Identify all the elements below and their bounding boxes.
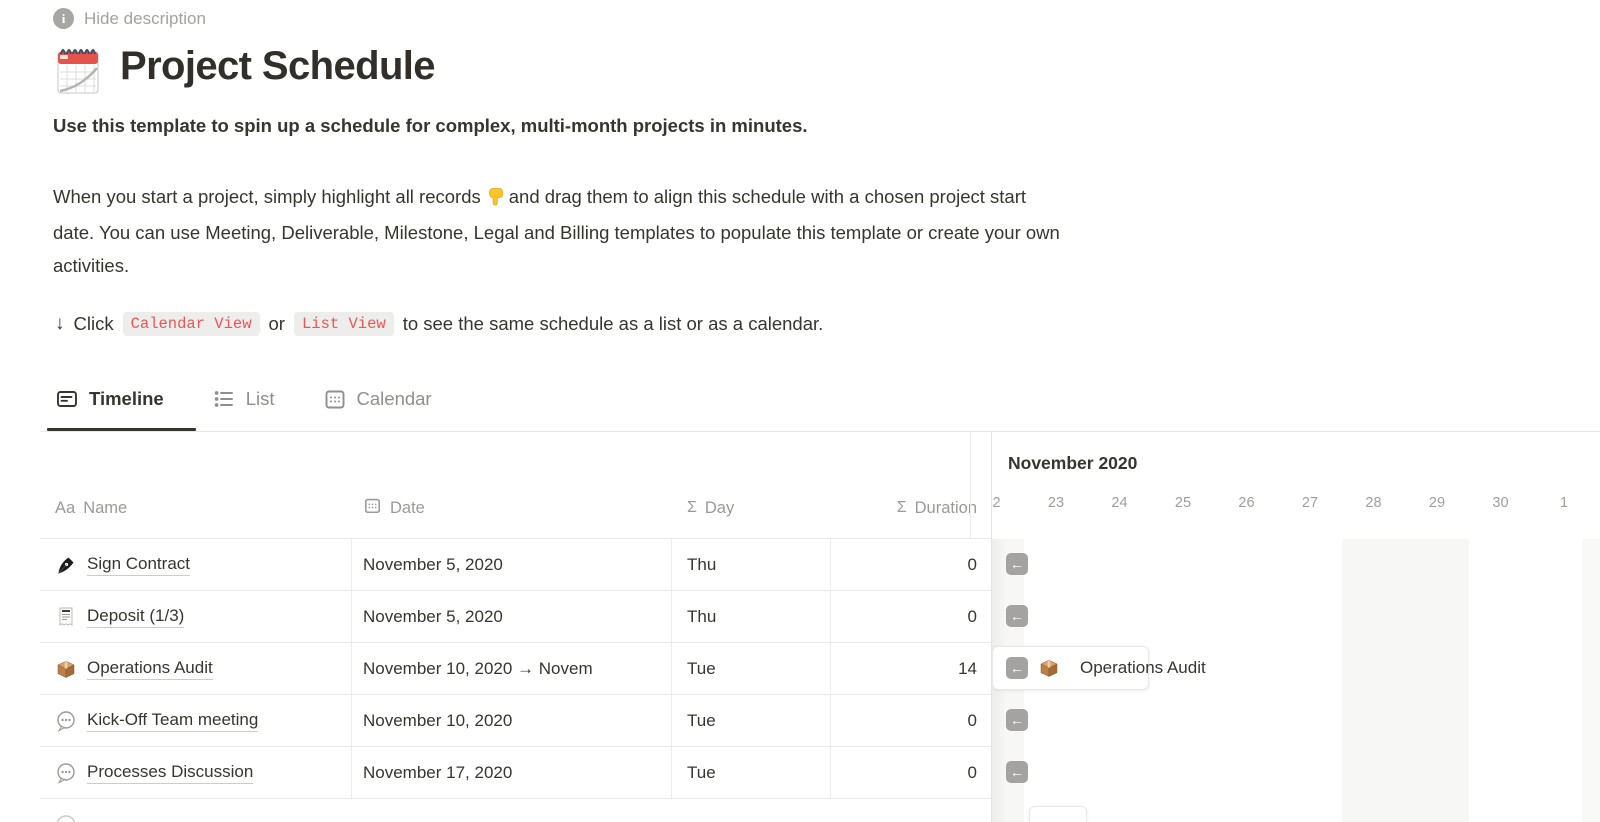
cta-line: ↓ Click Calendar View or List View to se… <box>55 312 823 336</box>
scroll-to-event-button[interactable]: ← <box>1006 709 1028 731</box>
day-number: 26 <box>1238 495 1255 511</box>
row-name-link[interactable]: Deposit (1/3) <box>87 606 185 628</box>
timeline-event-bar-partial[interactable] <box>1029 806 1087 822</box>
row-duration-cell: 0 <box>967 554 977 574</box>
table-row: Sign Contract November 5, 2020 Thu 0 <box>40 539 991 591</box>
column-header-day[interactable]: Σ Day <box>687 498 735 517</box>
day-number: 27 <box>1301 495 1319 511</box>
day-number: 29 <box>1428 495 1446 511</box>
active-tab-underline <box>47 428 196 431</box>
day-number: 28 <box>1365 495 1382 511</box>
hide-description-button[interactable]: i Hide description <box>53 8 206 29</box>
spiral-notepad-icon <box>51 42 105 101</box>
tab-calendar-label: Calendar <box>356 388 432 409</box>
list-view-link[interactable]: List View <box>293 312 394 336</box>
page-subtitle: Use this template to spin up a schedule … <box>53 115 808 136</box>
row-name-link[interactable]: Sign Contract <box>87 554 190 576</box>
row-duration-cell: 0 <box>967 606 977 626</box>
tab-list[interactable]: List <box>212 387 275 411</box>
row-name-link[interactable]: Processes Discussion <box>87 762 254 784</box>
cta-rest-text: to see the same schedule as a list or as… <box>402 313 824 334</box>
timeline-event-bar[interactable] <box>992 646 1149 690</box>
row-name-link[interactable]: Kick-Off Team meeting <box>87 710 259 732</box>
table-right-border <box>970 432 971 538</box>
package-icon <box>1038 657 1060 684</box>
speech-balloon-icon <box>55 814 77 822</box>
formula-property-icon: Σ <box>687 499 697 516</box>
table-row: Operations Audit November 10, 2020 → Nov… <box>40 643 991 695</box>
list-view-icon <box>212 387 236 411</box>
column-header-duration[interactable]: Σ Duration <box>896 498 977 517</box>
edge-band <box>1582 539 1600 822</box>
day-number: 24 <box>1111 495 1128 511</box>
row-duration-cell: 0 <box>967 762 977 782</box>
page-title: Project Schedule <box>120 44 436 88</box>
tab-list-label: List <box>245 388 275 409</box>
tabbar-divider <box>40 431 1600 432</box>
row-date-cell[interactable]: November 10, 2020 <box>352 695 672 746</box>
tab-calendar[interactable]: Calendar <box>323 387 432 411</box>
column-header-date[interactable]: Date <box>352 496 672 520</box>
paragraph-line-2: date. You can use Meeting, Deliverable, … <box>53 222 1060 243</box>
timeline-view-icon <box>55 387 79 411</box>
receipt-icon <box>55 606 77 628</box>
weekend-band <box>1341 539 1469 822</box>
timeline-pane-border <box>991 432 992 822</box>
date-property-icon <box>363 496 382 520</box>
row-day-cell: Tue <box>672 695 831 746</box>
table-row: Processes Discussion November 17, 2020 T… <box>40 747 991 799</box>
row-day-cell: Thu <box>672 591 831 642</box>
tab-timeline[interactable]: Timeline <box>55 387 164 411</box>
row-date-cell[interactable]: November 5, 2020 <box>352 591 672 642</box>
scroll-to-event-button[interactable]: ← <box>1006 761 1028 783</box>
speech-balloon-icon <box>55 762 77 784</box>
tab-timeline-label: Timeline <box>89 388 164 409</box>
table-row: Kick-Off Team meeting November 10, 2020 … <box>40 695 991 747</box>
paragraph-line-1: When you start a project, simply highlig… <box>53 180 1060 216</box>
package-icon <box>55 658 77 680</box>
row-name-link[interactable]: Operations Audit <box>87 658 213 680</box>
day-number: 30 <box>1492 495 1509 511</box>
paragraph-line-3: activities. <box>53 255 130 276</box>
timeline-event-label: Operations Audit <box>1080 658 1206 677</box>
day-number: 23 <box>1047 495 1065 511</box>
text-property-icon: Aa <box>55 498 76 517</box>
pointing-down-icon <box>485 183 505 216</box>
down-arrow-icon: ↓ <box>55 313 65 334</box>
row-duration-cell: 14 <box>958 658 977 678</box>
calendar-view-icon <box>323 387 347 411</box>
timeline-month-label: November 2020 <box>1008 453 1138 473</box>
pen-nib-icon <box>55 554 77 576</box>
speech-balloon-icon <box>55 710 77 732</box>
row-date-cell[interactable]: November 5, 2020 <box>352 539 672 590</box>
scroll-to-event-button[interactable]: ← <box>1006 657 1028 679</box>
description-paragraph: When you start a project, simply highlig… <box>53 180 1060 282</box>
row-day-cell: Thu <box>672 539 831 590</box>
scroll-to-event-button[interactable]: ← <box>1006 605 1028 627</box>
info-icon: i <box>53 8 74 29</box>
scroll-to-event-button[interactable]: ← <box>1006 553 1028 575</box>
table-header-divider <box>40 538 1600 539</box>
view-tabbar: Timeline List Calendar <box>55 383 432 415</box>
row-date-cell[interactable]: November 10, 2020 → Novem <box>352 643 672 694</box>
calendar-view-link[interactable]: Calendar View <box>122 312 260 336</box>
table-row: Deposit (1/3) November 5, 2020 Thu 0 <box>40 591 991 643</box>
row-day-cell: Tue <box>672 747 831 798</box>
day-number: 25 <box>1174 495 1192 511</box>
cta-or-text: or <box>268 313 285 334</box>
formula-property-icon: Σ <box>896 499 907 516</box>
cta-click-text: Click <box>73 313 114 334</box>
timeline-pane[interactable]: November 2020 22 23 24 25 26 27 28 29 30… <box>992 432 1600 822</box>
row-duration-cell: 0 <box>967 710 977 730</box>
row-day-cell: Tue <box>672 643 831 694</box>
table-header-row: Aa Name Date Σ Day Σ Duration <box>40 489 991 527</box>
day-number: 1 <box>1559 495 1569 511</box>
hide-description-label: Hide description <box>84 8 206 28</box>
day-number: 22 <box>992 495 1001 511</box>
column-header-name[interactable]: Aa Name <box>55 498 128 517</box>
row-date-cell[interactable]: November 17, 2020 <box>352 747 672 798</box>
